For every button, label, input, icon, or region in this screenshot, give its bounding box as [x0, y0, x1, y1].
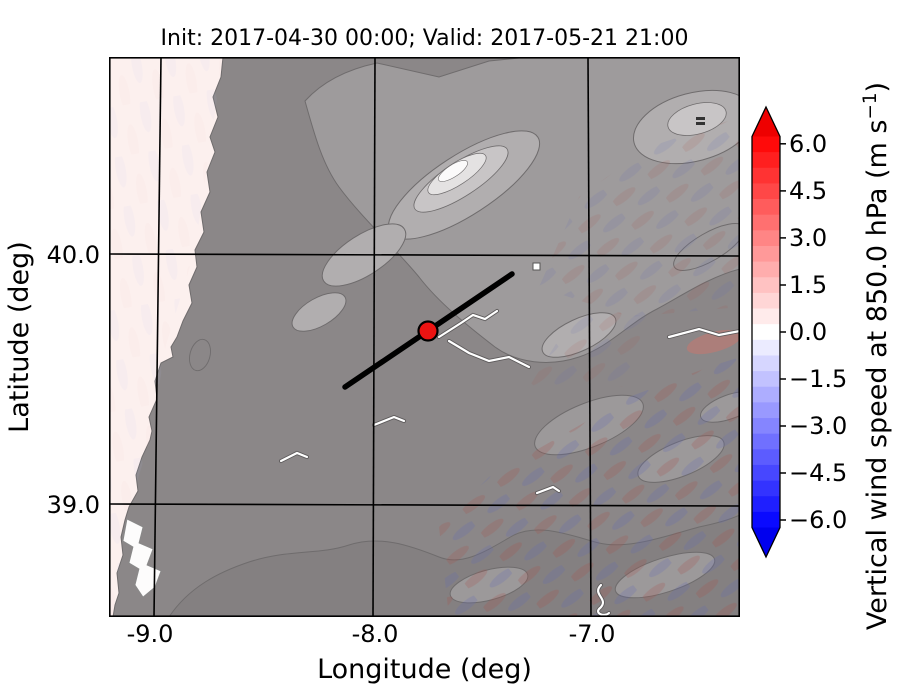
colorbar-tick-label: 1.5 — [789, 271, 828, 299]
colorbar-tick-label: 0.0 — [789, 318, 828, 346]
x-tick-label: -9.0 — [126, 620, 174, 648]
x-tick-label: -8.0 — [351, 620, 399, 648]
colorbar-tick-label: −1.5 — [789, 365, 848, 393]
x-axis-label: Longitude (deg) — [317, 654, 532, 685]
colorbar-outline — [751, 105, 781, 559]
gridlines — [109, 57, 740, 617]
colorbar-upper-arrow — [752, 107, 780, 137]
colorbar-bands — [752, 136, 780, 528]
colorbar-tick-label: −4.5 — [789, 459, 848, 487]
colorbar-lower-arrow — [752, 527, 780, 557]
y-tick-label: 39.0 — [46, 491, 100, 519]
colorbar-label-exponent: −1 — [860, 92, 881, 120]
map-plot-area — [109, 57, 740, 617]
y-tick-label: 40.0 — [46, 241, 100, 269]
colorbar-tick-label: 3.0 — [789, 224, 828, 252]
colorbar-tick-label: 4.5 — [789, 177, 828, 205]
y-axis-label: Latitude (deg) — [4, 241, 35, 433]
plot-title: Init: 2017-04-30 00:00; Valid: 2017-05-2… — [160, 26, 689, 51]
colorbar-tick-label: 6.0 — [789, 130, 828, 158]
colorbar-label: Vertical wind speed at 850.0 hPa (m s−1) — [855, 16, 893, 696]
colorbar-tick-label: −3.0 — [789, 412, 848, 440]
plot-border — [109, 57, 740, 617]
lagoon — [122, 518, 162, 598]
rivers — [122, 117, 740, 617]
poi-marker — [417, 320, 439, 342]
colorbar-label-close: ) — [862, 81, 893, 93]
colorbar-label-text: Vertical wind speed at 850.0 hPa (m s — [862, 119, 893, 631]
colorbar-tick-label: −6.0 — [789, 506, 848, 534]
colorbar — [751, 105, 786, 559]
colorbar-ticks — [780, 143, 786, 521]
x-tick-label: -7.0 — [568, 620, 616, 648]
ocean-wave-texture — [109, 57, 223, 617]
